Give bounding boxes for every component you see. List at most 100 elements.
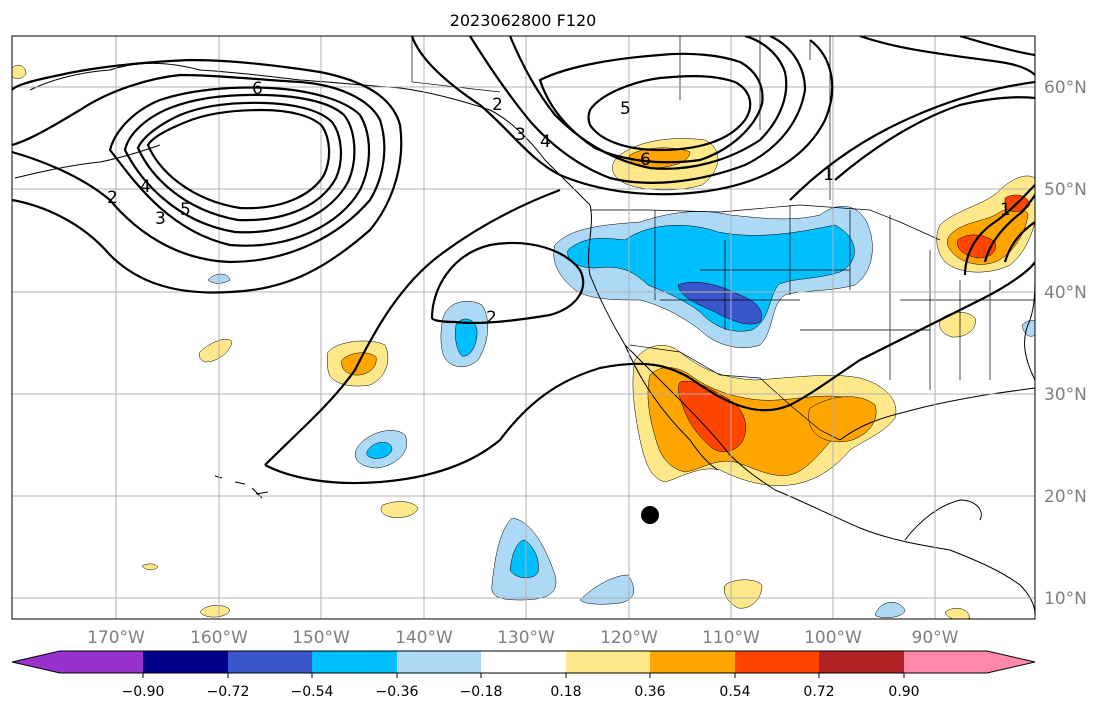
anomaly-shading — [12, 64, 1035, 619]
latitude-labels: 60°N 50°N 40°N 30°N 20°N 10°N — [1044, 78, 1087, 609]
latitude-label: 30°N — [1044, 385, 1087, 405]
positive-anomaly-tiny-1 — [141, 563, 159, 571]
positive-anomaly-far-se — [944, 607, 971, 619]
positive-anomaly-southeast — [939, 312, 976, 338]
contour-alaska-low-4 — [123, 93, 356, 234]
longitude-label: 150°W — [292, 628, 350, 648]
positive-anomaly-tiny-2 — [12, 64, 27, 79]
colorbar-swatch — [312, 651, 397, 673]
contour-great-lakes-3 — [1003, 221, 1035, 263]
contour-high-canada-4 — [538, 52, 764, 164]
negative-anomaly-south-core — [509, 539, 539, 578]
contour-label: 3 — [155, 209, 166, 229]
colorbar-swatch — [397, 651, 481, 673]
latitude-label: 40°N — [1044, 283, 1087, 303]
contour-great-lakes-1 — [963, 184, 1035, 276]
negative-anomaly-south-2 — [579, 574, 635, 605]
coastline-yucatan — [904, 499, 982, 541]
contour-2-return — [264, 261, 1035, 485]
latitude-label: 20°N — [1044, 487, 1087, 507]
colorbar-tick-label: −0.72 — [207, 684, 250, 700]
colorbar-tick-label: −0.54 — [291, 684, 334, 700]
coastline-mexico-south — [774, 489, 1035, 616]
latitude-label: 50°N — [1044, 180, 1087, 200]
colorbar-tick-label: −0.36 — [376, 684, 419, 700]
border-us-canada — [590, 204, 941, 241]
contour-label: 2 — [486, 308, 497, 328]
contour-label: 5 — [620, 99, 631, 119]
contour-label: 4 — [540, 132, 551, 152]
longitude-label: 100°W — [804, 628, 862, 648]
contour-label: 3 — [515, 125, 526, 145]
longitude-label: 160°W — [190, 628, 248, 648]
longitude-label: 170°W — [87, 628, 145, 648]
figure-title: 2023062800 F120 — [450, 11, 597, 30]
colorbar-tick-label: 0.18 — [550, 684, 581, 700]
coastline-west-us — [588, 204, 776, 491]
contour-high-canada-1 — [410, 36, 834, 196]
contour-lines — [12, 36, 1035, 485]
contour-ne-2 — [834, 96, 1035, 181]
colorbar: −0.90 −0.72 −0.54 −0.36 −0.18 0.18 0.36 0.54 0.7… — [11, 650, 1036, 700]
contour-label: 4 — [140, 177, 151, 197]
longitude-label: 120°W — [600, 628, 658, 648]
colorbar-swatch — [228, 651, 312, 673]
contour-label: 2 — [492, 95, 503, 115]
contour-high-canada-2 — [469, 36, 807, 184]
colorbar-swatch — [60, 651, 143, 673]
contour-label: 2 — [107, 188, 118, 208]
contour-high-canada-3 — [508, 36, 788, 170]
contour-alaska-low-6 — [146, 108, 331, 210]
positive-anomaly-offshore-5 — [199, 605, 231, 618]
colorbar-swatch — [566, 651, 650, 673]
colorbar-tick-label: 0.36 — [634, 684, 665, 700]
contour-label: 6 — [252, 79, 263, 99]
colorbar-swatch — [904, 651, 987, 673]
longitude-label: 110°W — [702, 628, 760, 648]
map-area: 6 5 4 3 2 2 2 3 4 5 6 1 1 — [12, 36, 1035, 619]
colorbar-swatch — [650, 651, 735, 673]
contour-alaska-low-5 — [136, 101, 342, 222]
colorbar-tick-label: 0.54 — [719, 684, 750, 700]
ocean-background — [12, 36, 1035, 619]
contour-alaska-low-2 — [12, 73, 386, 264]
negative-anomaly-offshore-2-core — [366, 442, 393, 459]
contour-alaska-low-outer — [12, 58, 403, 294]
coastline-gulf — [839, 387, 1035, 441]
contour-2-closed — [430, 241, 585, 325]
coastline-baja — [624, 344, 719, 471]
negative-anomaly-offshore-1-core — [455, 318, 478, 357]
latitude-label: 60°N — [1044, 78, 1087, 98]
contour-label: 5 — [180, 200, 191, 220]
contour-label: 6 — [640, 150, 651, 170]
contour-2-long — [264, 188, 561, 466]
contour-high-canada-5 — [587, 75, 752, 152]
border-states-2 — [889, 215, 1035, 390]
colorbar-extend-low — [12, 651, 60, 673]
contour-label: 1 — [1000, 200, 1011, 220]
longitude-label: 130°W — [497, 628, 555, 648]
coastline-alaska — [29, 62, 591, 206]
colorbar-swatch — [819, 651, 904, 673]
map-frame — [11, 35, 1036, 620]
positive-anomaly-gulf — [808, 396, 877, 443]
negative-anomaly-west-us-core — [567, 224, 855, 332]
contour-labels: 6 5 4 3 2 2 2 3 4 5 6 1 1 — [107, 79, 1011, 328]
negative-anomaly-west-us-max — [677, 282, 762, 325]
longitude-label: 140°W — [395, 628, 453, 648]
colorbar-swatch — [735, 651, 819, 673]
colorbar-swatch — [143, 651, 228, 673]
positive-anomaly-great-lakes-max — [957, 234, 996, 259]
colorbar-extend-high — [987, 651, 1035, 673]
colorbar-swatch — [481, 651, 566, 673]
colorbar-tick-label: 0.72 — [803, 684, 834, 700]
border-us-mexico — [629, 344, 841, 441]
colorbar-outline — [11, 650, 1036, 674]
colorbar-tick-label: −0.18 — [460, 684, 503, 700]
contour-great-lakes-2 — [983, 194, 1035, 263]
positive-anomaly-offshore-3 — [380, 501, 419, 518]
contour-ne-3 — [859, 36, 1035, 76]
contour-alaska-low-3 — [108, 86, 371, 247]
border-alaska-canada — [411, 36, 501, 93]
